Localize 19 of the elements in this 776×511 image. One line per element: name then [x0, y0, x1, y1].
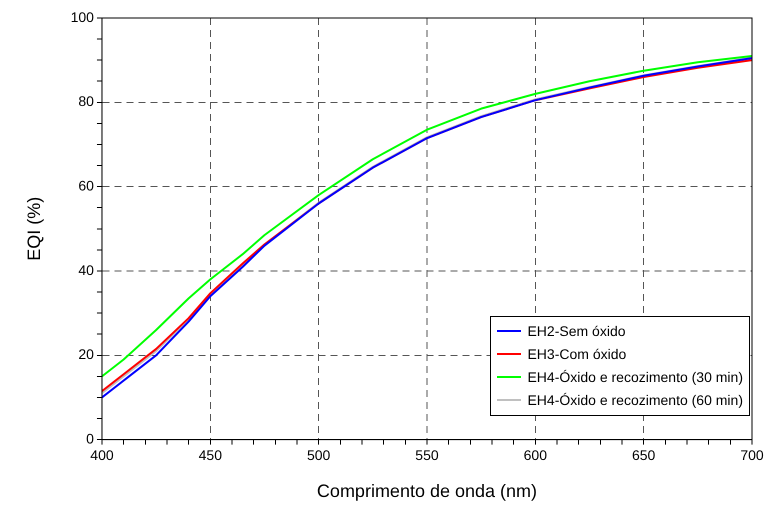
legend-label: EH2-Sem óxido [527, 323, 626, 340]
x-tick-label: 400 [90, 446, 114, 463]
y-tick-label: 0 [86, 430, 94, 446]
x-tick-label: 600 [524, 446, 548, 463]
x-tick-label: 650 [632, 446, 656, 463]
legend-label: EH4-Óxido e recozimento (30 min) [527, 369, 743, 386]
x-tick-label: 700 [740, 446, 764, 463]
y-tick-label: 80 [78, 93, 94, 110]
y-tick-label: 20 [78, 346, 94, 362]
legend-label: EH4-Óxido e recozimento (60 min) [527, 392, 743, 408]
legend-label: EH3-Com óxido [527, 346, 626, 362]
y-tick-label: 40 [78, 262, 94, 278]
x-tick-label: 550 [415, 446, 439, 463]
y-axis-title: EQI (%) [24, 196, 44, 261]
x-tick-label: 500 [306, 446, 331, 463]
x-tick-label: 450 [198, 446, 222, 463]
y-tick-label: 60 [78, 178, 94, 194]
x-axis-title: Comprimento de onda (nm) [316, 481, 538, 502]
y-tick-label: 100 [70, 8, 94, 25]
